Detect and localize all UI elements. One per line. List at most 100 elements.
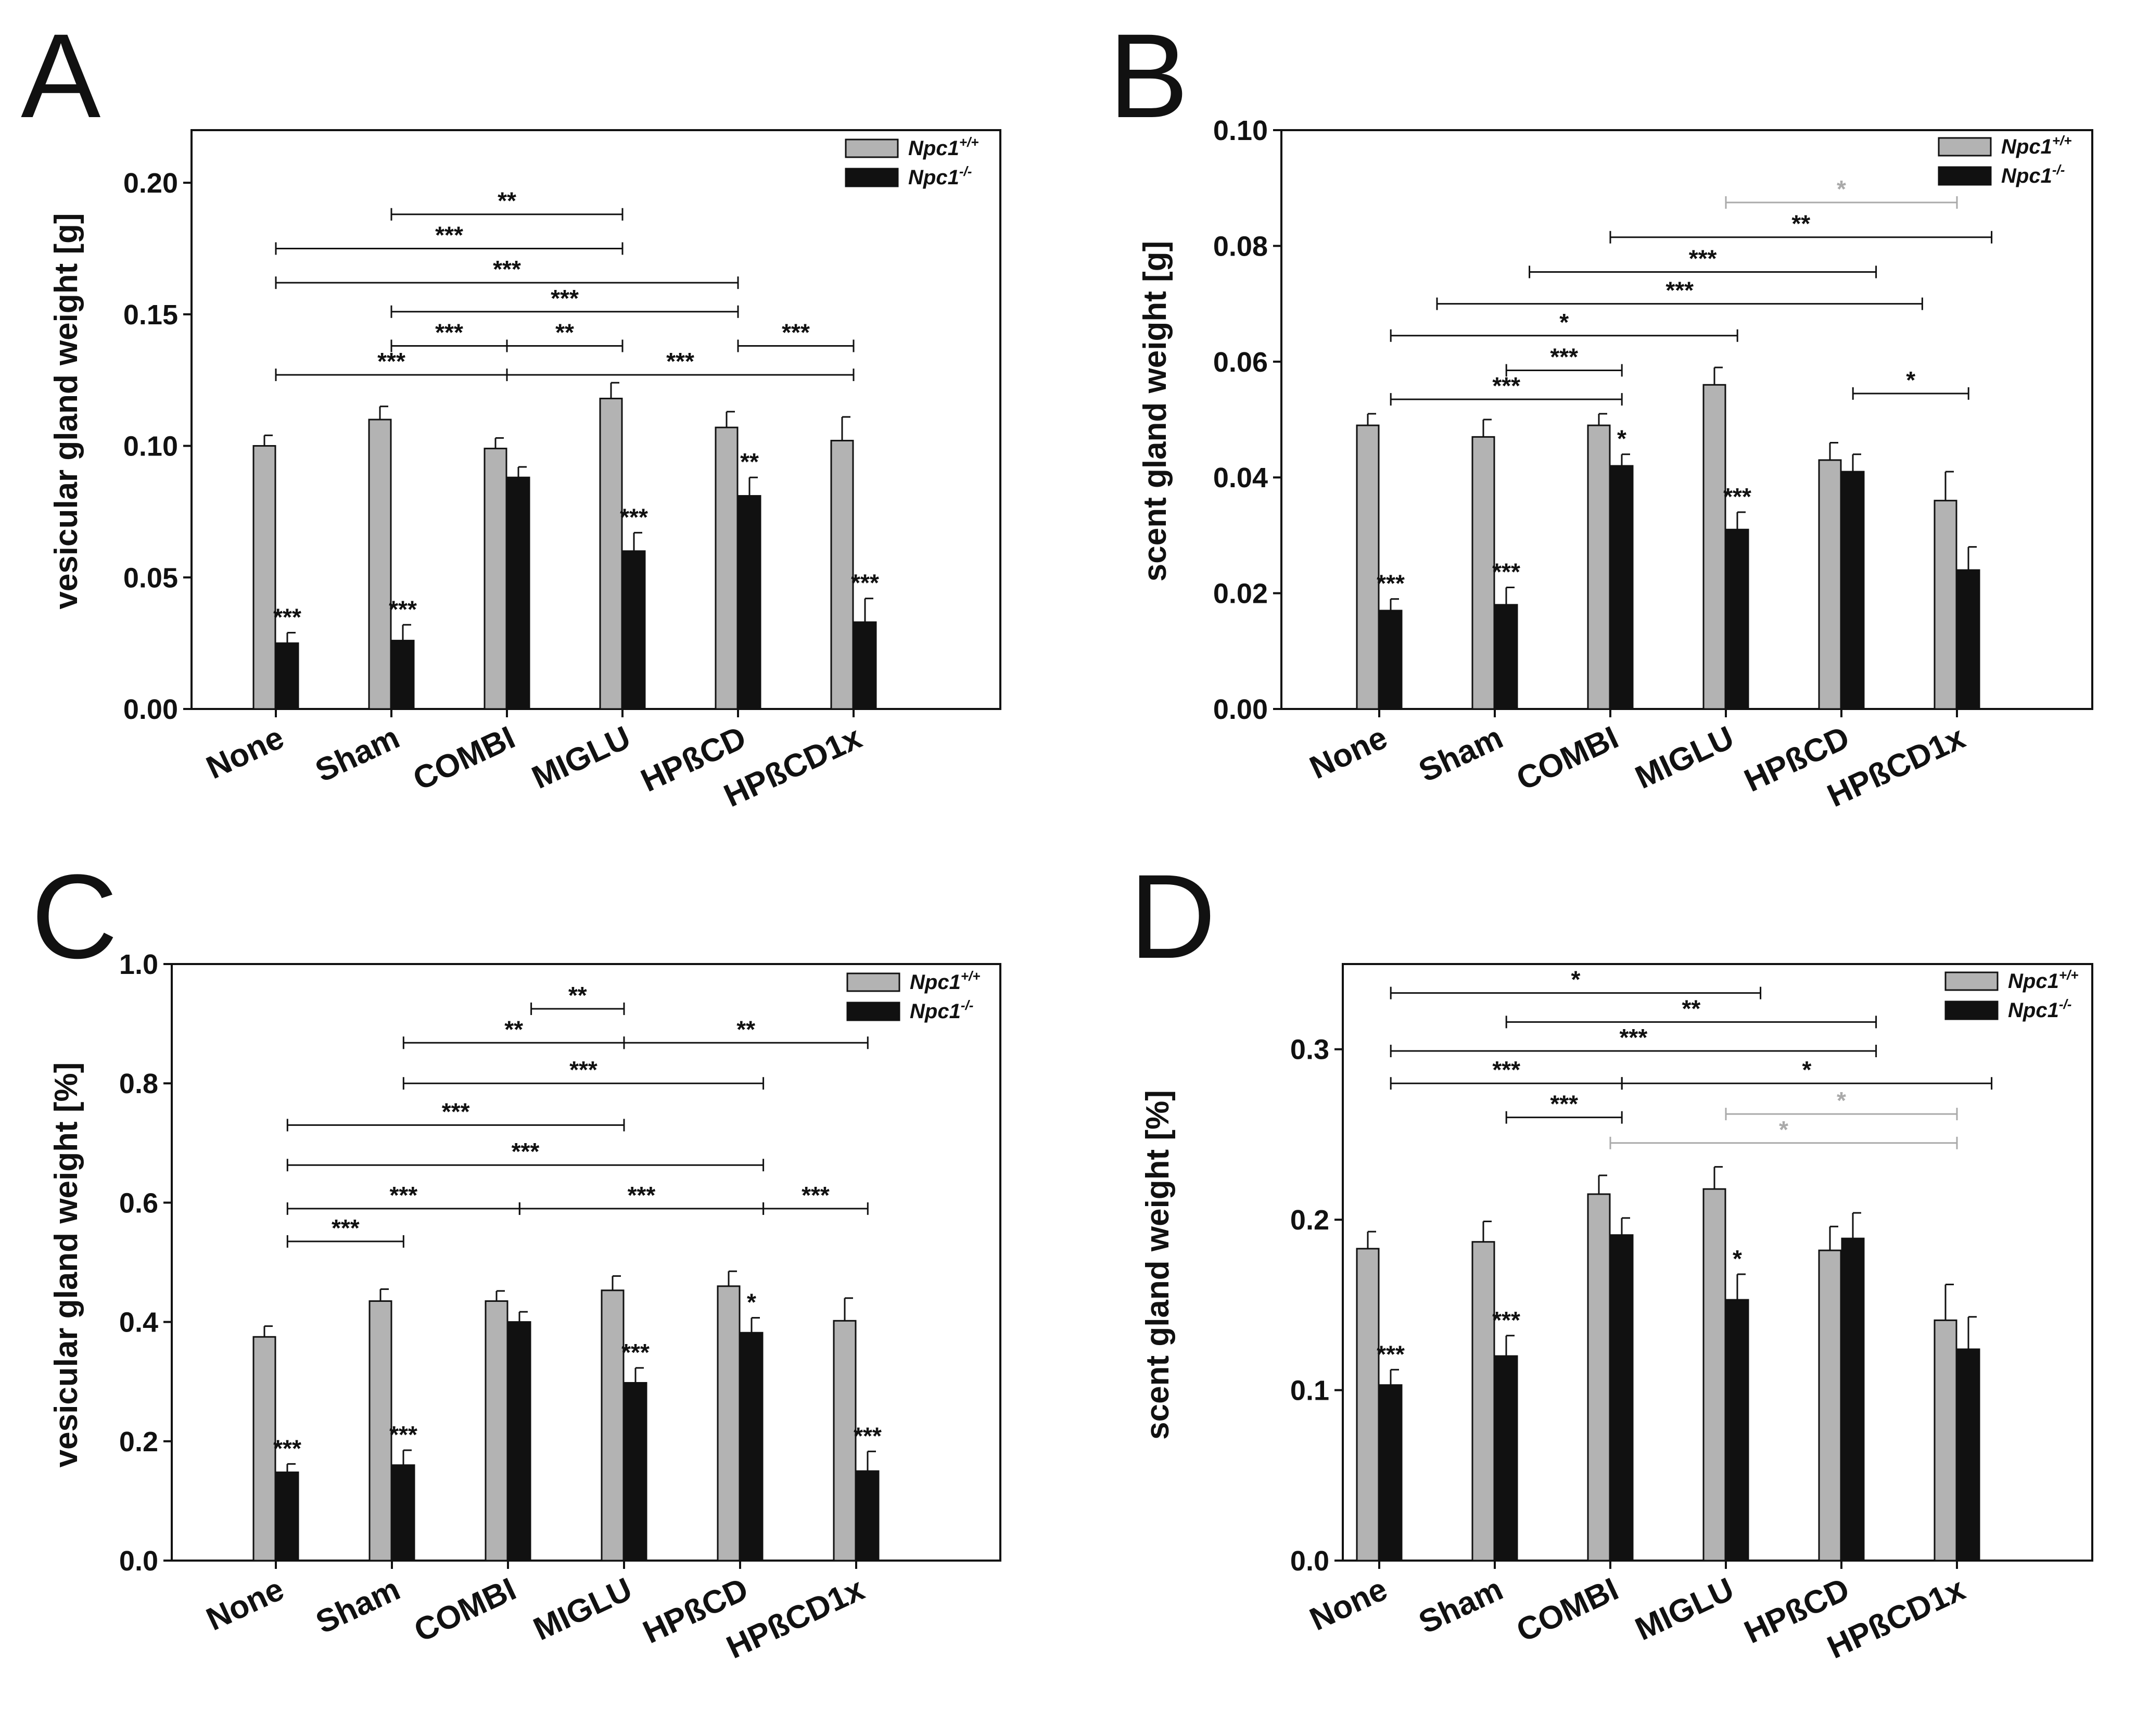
bar-wt (252, 1336, 276, 1562)
significance-label: *** (1665, 277, 1694, 304)
y-tick-label: 0.02 (1213, 578, 1268, 610)
significance-label: ** (504, 1016, 523, 1043)
significance-label: *** (435, 221, 463, 248)
bar-wt (368, 1300, 392, 1562)
y-tick-label: 0.0 (119, 1545, 158, 1577)
bar-ko (391, 640, 415, 710)
bar-ko (1494, 604, 1518, 710)
panel-b-plot-frame (1280, 129, 2093, 710)
y-tick-label: 0.2 (1290, 1205, 1329, 1236)
panel-a-plot-frame (190, 129, 1001, 710)
legend-label-superscript: -/- (2052, 162, 2065, 178)
significance-label: *** (802, 1182, 830, 1209)
bar-wt (833, 1320, 857, 1562)
bar-ko (1841, 471, 1865, 710)
bar-wt (717, 1285, 741, 1562)
significance-label: * (1906, 366, 1915, 394)
significance-label: *** (493, 256, 521, 283)
bar-ko (391, 1464, 415, 1562)
bar-significance-label: *** (1492, 558, 1520, 585)
y-tick-label: 0.08 (1213, 231, 1268, 262)
bar-significance-label: ** (740, 448, 759, 475)
y-tick-label: 0.4 (119, 1307, 158, 1338)
significance-label: *** (628, 1182, 656, 1209)
legend-label-superscript: -/- (2059, 996, 2072, 1012)
significance-label: ** (1682, 995, 1700, 1022)
y-tick-label: 0.6 (119, 1187, 158, 1219)
significance-label: * (1837, 1087, 1846, 1114)
panel-d-letter: D (1129, 850, 1216, 983)
y-tick-label: 0.06 (1213, 347, 1268, 378)
significance-label: *** (332, 1214, 360, 1241)
bar-significance-label: *** (273, 1435, 301, 1462)
y-tick-label: 0.00 (123, 694, 178, 725)
legend-swatch (1938, 166, 1992, 186)
legend-label-superscript: +/+ (959, 134, 979, 150)
bar-wt (484, 448, 507, 710)
bar-significance-label: *** (1723, 483, 1751, 510)
significance-label: * (1779, 1116, 1788, 1143)
significance-label: *** (1550, 343, 1578, 370)
panel-b-y-axis-label: scent gland weight [g] (1137, 241, 1173, 581)
panel-d-y-axis-label: scent gland weight [%] (1140, 1090, 1176, 1440)
bar-ko (506, 476, 530, 710)
panel-c-y-axis-label: vesicular gland weight [%] (48, 1062, 84, 1468)
y-tick-label: 0.8 (119, 1068, 158, 1099)
bar-wt (1471, 1241, 1495, 1562)
bar-wt (601, 1289, 625, 1562)
bar-ko (1610, 1234, 1634, 1562)
bar-significance-label: *** (854, 1422, 882, 1449)
bar-ko (737, 495, 761, 710)
significance-label: *** (442, 1098, 470, 1125)
bar-wt (1471, 436, 1495, 710)
bar-wt (599, 398, 623, 710)
bar-significance-label: * (747, 1289, 756, 1316)
legend-swatch (1938, 137, 1992, 157)
panel-a-y-axis-label: vesicular gland weight [g] (48, 213, 84, 609)
y-tick-label: 0.15 (123, 299, 178, 331)
bar-wt (1587, 1193, 1611, 1562)
significance-label: *** (389, 1182, 417, 1209)
y-tick-label: 0.1 (1290, 1375, 1329, 1406)
bar-ko (1841, 1237, 1865, 1562)
bar-significance-label: *** (389, 1421, 417, 1448)
significance-label: *** (435, 319, 463, 346)
legend-swatch (1944, 971, 1999, 991)
bar-significance-label: *** (1377, 1340, 1405, 1367)
bar-ko (275, 642, 299, 710)
y-tick-label: 0.2 (119, 1426, 158, 1458)
bar-wt (1818, 1249, 1842, 1562)
y-tick-label: 0.3 (1290, 1034, 1329, 1066)
bar-significance-label: *** (1492, 1307, 1520, 1334)
bar-ko (1379, 610, 1403, 710)
bar-ko (507, 1321, 531, 1562)
significance-label: ** (1791, 210, 1810, 237)
bar-significance-label: *** (389, 595, 417, 623)
y-tick-label: 1.0 (119, 949, 158, 980)
bar-wt (368, 419, 392, 710)
significance-label: *** (1620, 1024, 1648, 1051)
bar-ko (1956, 569, 1980, 710)
significance-label: *** (1550, 1091, 1578, 1118)
bar-ko (740, 1332, 764, 1562)
bar-wt (1702, 384, 1726, 710)
significance-label: * (1837, 175, 1846, 202)
legend-label-superscript: -/- (959, 163, 972, 179)
significance-label: * (1571, 966, 1580, 993)
bar-significance-label: * (1733, 1245, 1742, 1272)
significance-label: ** (498, 187, 516, 214)
bar-ko (1956, 1348, 1980, 1562)
bar-ko (856, 1470, 880, 1562)
significance-label: *** (1492, 1056, 1520, 1083)
significance-label: ** (568, 982, 587, 1009)
bar-wt (1934, 500, 1957, 710)
significance-label: *** (512, 1138, 540, 1165)
bar-wt (1356, 424, 1380, 710)
bar-wt (252, 445, 276, 710)
legend-label-superscript: +/+ (2052, 133, 2072, 148)
bar-wt (485, 1300, 508, 1562)
significance-label: *** (569, 1056, 597, 1083)
y-tick-label: 0.04 (1213, 462, 1268, 493)
legend-swatch (845, 138, 899, 158)
legend-swatch (1944, 1000, 1999, 1020)
